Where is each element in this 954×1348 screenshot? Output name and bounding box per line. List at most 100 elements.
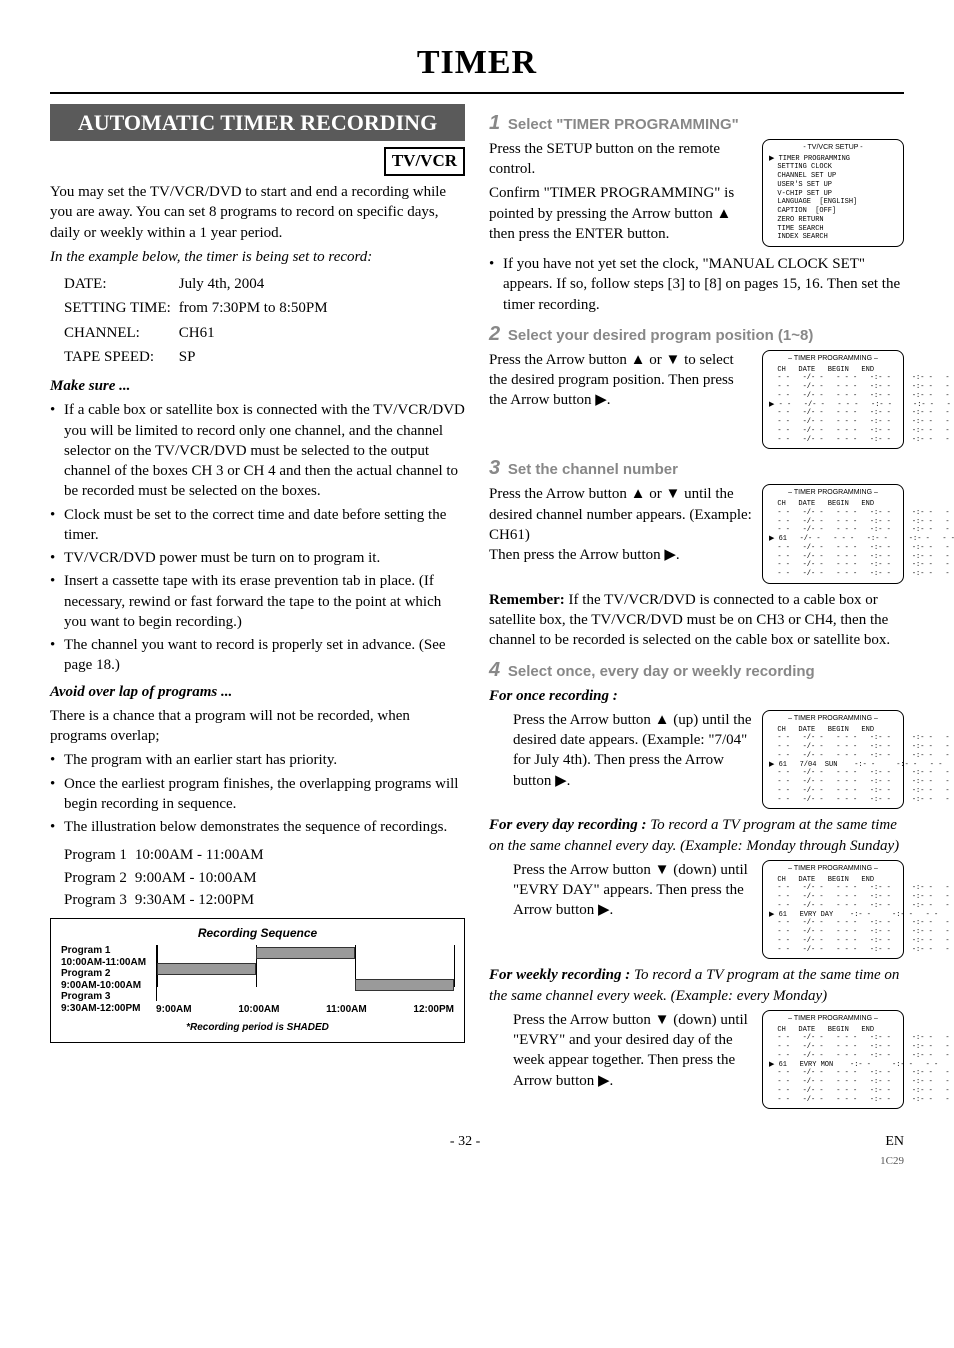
table-row: TAPE SPEED: SP [64, 346, 334, 368]
step-1-header: 1 Select "TIMER PROGRAMMING" [489, 110, 904, 137]
recording-sequence-box: Recording Sequence Program 1 10:00AM-11:… [50, 918, 465, 1043]
step-2-text: Press the Arrow button ▲ or ▼ to select … [489, 350, 754, 415]
osd-program-row: - - -/- - - - - -:- - -:- - - - [769, 570, 897, 579]
osd-program-row: - - -/- - - - - -:- - -:- - - - [769, 526, 897, 535]
remember-lead: Remember: [489, 592, 565, 608]
osd-program-row: - - -/- - - - - -:- - -:- - - - [769, 1052, 897, 1061]
osd-program-row: - - -/- - - - - -:- - -:- - - - [769, 734, 897, 743]
avoid-intro: There is a chance that a program will no… [50, 706, 465, 747]
osd-program-row: - - -/- - - - - -:- - -:- - - - [769, 928, 897, 937]
step-title: Set the channel number [508, 461, 678, 478]
osd-program-row: - - -/- - - - - -:- - -:- - - - [769, 752, 897, 761]
osd-program-row: - - -/- - - - - -:- - -:- - - - [769, 383, 897, 392]
seq-label: Program 3 [61, 991, 146, 1003]
once-recording-text: Press the Arrow button ▲ (up) until the … [513, 710, 754, 795]
step-2-header: 2 Select your desired program position (… [489, 321, 904, 348]
step-number: 3 [489, 457, 500, 479]
intro-paragraph: You may set the TV/VCR/DVD to start and … [50, 182, 465, 243]
osd-program-row: - - -/- - - - - -:- - -:- - - - [769, 1096, 897, 1105]
osd-menu-item: V-CHIP SET UP [769, 190, 897, 199]
example-date-value: July 4th, 2004 [179, 273, 334, 295]
program-range: 9:00AM - 10:00AM [135, 868, 270, 888]
chart-bar [157, 963, 256, 975]
osd-title: – TIMER PROGRAMMING – [769, 489, 897, 498]
osd-program-row: - - -/- - - - - -:- - -:- - - - [769, 1034, 897, 1043]
once-body: Press the Arrow button ▲ (up) until the … [513, 710, 754, 791]
osd-program-row: - - -/- - - - - -:- - -:- - - - [769, 409, 897, 418]
chart-bar [256, 947, 355, 959]
once-recording-lead: For once recording : [489, 686, 904, 706]
seq-label: Program 1 [61, 945, 146, 957]
osd-program-row: - - -/- - - - - -:- - -:- - - - [769, 544, 897, 553]
table-row: Program 1 10:00AM - 11:00AM [64, 845, 270, 865]
footer-page-number: - 32 - [450, 1133, 480, 1171]
table-row: DATE: July 4th, 2004 [64, 273, 334, 295]
example-lead: In the example below, the timer is being… [50, 247, 465, 267]
example-time-label: SETTING TIME: [64, 297, 177, 319]
osd-program-row: - - -/- - - - - -:- - -:- - - - [769, 902, 897, 911]
list-item: TV/VCR/DVD power must be turn on to prog… [50, 548, 465, 568]
example-settings-table: DATE: July 4th, 2004 SETTING TIME: from … [62, 271, 336, 370]
osd-timer-programming: – TIMER PROGRAMMING – CH DATE BEGIN END … [762, 484, 904, 584]
seq-label: Program 2 [61, 968, 146, 980]
table-row: CHANNEL: CH61 [64, 322, 334, 344]
osd-program-row: - - -/- - - - - -:- - -:- - - - [769, 427, 897, 436]
every-day-text: Press the Arrow button ▼ (down) until "E… [513, 860, 754, 925]
osd-program-row: - - -/- - - - - -:- - -:- - - - [769, 769, 897, 778]
make-sure-list: If a cable box or satellite box is conne… [50, 400, 465, 675]
osd-title: - TV/VCR SETUP - [769, 144, 897, 153]
weekly-lead: For weekly recording : [489, 967, 630, 983]
sequence-chart [156, 945, 454, 1001]
example-speed-value: SP [179, 346, 334, 368]
program-name: Program 3 [64, 890, 133, 910]
osd-program-row: ▶ 61 7/04 SUN -:- - -:- - - - [769, 761, 897, 770]
weekly-text: Press the Arrow button ▼ (down) until "E… [513, 1010, 754, 1095]
page-footer: - 32 - EN 1C29 [50, 1133, 904, 1171]
osd-program-row: - - -/- - - - - -:- - -:- - - - [769, 884, 897, 893]
two-column-layout: AUTOMATIC TIMER RECORDING TV/VCR You may… [50, 104, 904, 1116]
osd-menu-item: CAPTION [OFF] [769, 207, 897, 216]
osd-header-row: CH DATE BEGIN END [769, 1026, 897, 1035]
example-time-value: from 7:30PM to 8:50PM [179, 297, 334, 319]
osd-timer-programming: – TIMER PROGRAMMING – CH DATE BEGIN END … [762, 1010, 904, 1110]
table-row: SETTING TIME: from 7:30PM to 8:50PM [64, 297, 334, 319]
step-number: 1 [489, 112, 500, 134]
program-name: Program 1 [64, 845, 133, 865]
page-title: TIMER [50, 40, 904, 86]
seq-label: 9:00AM-10:00AM [61, 980, 146, 992]
tvvcr-box: TV/VCR [384, 147, 465, 176]
weekly-body: Press the Arrow button ▼ (down) until "E… [513, 1010, 754, 1091]
osd-header-row: CH DATE BEGIN END [769, 876, 897, 885]
step-1-bullet-list: If you have not yet set the clock, "MANU… [489, 254, 904, 315]
osd-program-row: - - -/- - - - - -:- - -:- - - - [769, 1069, 897, 1078]
osd-program-row: - - -/- - - - - -:- - -:- - - - [769, 743, 897, 752]
osd-menu-item: TIME SEARCH [769, 225, 897, 234]
osd-setup-menu: - TV/VCR SETUP - ▶ TIMER PROGRAMMING SET… [762, 139, 904, 247]
osd-program-row: - - -/- - - - - -:- - -:- - - - [769, 893, 897, 902]
make-sure-lead: Make sure ... [50, 376, 465, 396]
osd-timer-programming: – TIMER PROGRAMMING – CH DATE BEGIN END … [762, 350, 904, 450]
osd-title: – TIMER PROGRAMMING – [769, 865, 897, 874]
osd-title: – TIMER PROGRAMMING – [769, 355, 897, 364]
osd-program-row: - - -/- - - - - -:- - -:- - - - [769, 787, 897, 796]
list-item: Clock must be set to the correct time an… [50, 505, 465, 546]
right-column: 1 Select "TIMER PROGRAMMING" Press the S… [489, 104, 904, 1116]
osd-menu-item: SETTING CLOCK [769, 163, 897, 172]
list-item: If you have not yet set the clock, "MANU… [489, 254, 904, 315]
every-day-lead: For every day recording : [489, 817, 646, 833]
list-item: If a cable box or satellite box is conne… [50, 400, 465, 501]
horizontal-rule [50, 92, 904, 94]
osd-program-row: - - -/- - - - - -:- - -:- - - - [769, 374, 897, 383]
step-2-body: Press the Arrow button ▲ or ▼ to select … [489, 350, 754, 411]
program-times-table: Program 1 10:00AM - 11:00AM Program 2 9:… [62, 843, 272, 912]
left-column: AUTOMATIC TIMER RECORDING TV/VCR You may… [50, 104, 465, 1116]
osd-program-row: ▶ 61 EVRY MON -:- - -:- - - - [769, 1061, 897, 1070]
osd-program-row: ▶ 61 -/- - - - - -:- - -:- - - - [769, 535, 897, 544]
step-number: 4 [489, 659, 500, 681]
seq-label: 10:00AM-11:00AM [61, 957, 146, 969]
program-range: 9:30AM - 12:00PM [135, 890, 270, 910]
time-label: 11:00AM [326, 1003, 367, 1017]
step-3-text: Press the Arrow button ▲ or ▼ until the … [489, 484, 754, 569]
step-title: Select once, every day or weekly recordi… [508, 663, 815, 680]
section-header: AUTOMATIC TIMER RECORDING [50, 104, 465, 141]
